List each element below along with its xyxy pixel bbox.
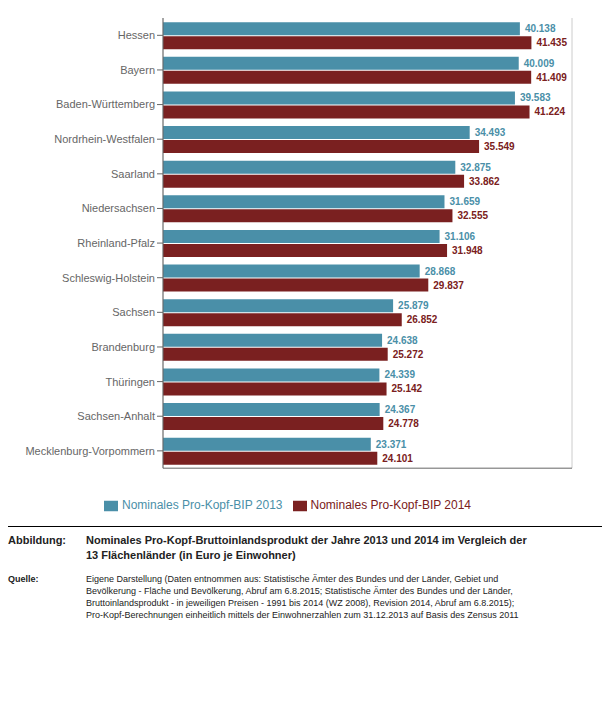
svg-text:23.371: 23.371 (376, 439, 407, 450)
svg-text:24.638: 24.638 (387, 335, 418, 346)
svg-text:35.549: 35.549 (484, 141, 515, 152)
svg-text:41.224: 41.224 (535, 106, 566, 117)
svg-text:Brandenburg: Brandenburg (91, 341, 155, 353)
svg-text:31.948: 31.948 (452, 245, 483, 256)
svg-text:Saarland: Saarland (111, 168, 155, 180)
html-text:Nominales Pro-Kopf-BIP 2014: Nominales Pro-Kopf-BIP 2014 (310, 498, 471, 513)
svg-text:24.101: 24.101 (382, 453, 413, 464)
svg-text:Thüringen: Thüringen (105, 376, 155, 388)
svg-text:25.272: 25.272 (393, 349, 424, 360)
svg-text:Sachsen-Anhalt: Sachsen-Anhalt (77, 410, 155, 422)
svg-text:28.868: 28.868 (425, 266, 456, 277)
svg-text:26.852: 26.852 (407, 314, 438, 325)
svg-text:29.837: 29.837 (433, 280, 464, 291)
svg-text:32.555: 32.555 (457, 210, 488, 221)
svg-text:Sachsen: Sachsen (112, 306, 155, 318)
html-text:Abbildung:: Abbildung: (8, 534, 66, 546)
svg-text:34.493: 34.493 (475, 127, 506, 138)
svg-text:41.409: 41.409 (536, 72, 567, 83)
svg-text:24.778: 24.778 (388, 418, 419, 429)
svg-text:Schleswig-Holstein: Schleswig-Holstein (62, 272, 155, 284)
svg-text:Hessen: Hessen (118, 29, 155, 41)
svg-text:39.583: 39.583 (520, 92, 551, 103)
html-text:Quelle:: Quelle: (8, 573, 39, 584)
svg-text:32.875: 32.875 (460, 162, 491, 173)
svg-text:Baden-Württemberg: Baden-Württemberg (56, 98, 155, 110)
html-text:Eigene Darstellung (Daten entn: Eigene Darstellung (Daten entnommen aus:… (86, 573, 519, 621)
svg-text:24.367: 24.367 (385, 404, 416, 415)
html-text:Nominales Pro-Kopf-Bruttoinlan: Nominales Pro-Kopf-Bruttoinlandsprodukt … (86, 534, 527, 561)
svg-text:40.009: 40.009 (524, 58, 555, 69)
svg-text:24.339: 24.339 (384, 369, 415, 380)
svg-text:Nordrhein-Westfalen: Nordrhein-Westfalen (54, 133, 155, 145)
svg-text:33.862: 33.862 (469, 176, 500, 187)
svg-text:Mecklenburg-Vorpommern: Mecklenburg-Vorpommern (25, 445, 155, 457)
html-text:Nominales Pro-Kopf-BIP 2013: Nominales Pro-Kopf-BIP 2013 (122, 498, 283, 513)
svg-text:31.659: 31.659 (449, 196, 480, 207)
svg-text:31.106: 31.106 (445, 231, 476, 242)
svg-text:25.142: 25.142 (392, 383, 423, 394)
svg-text:Rheinland-Pfalz: Rheinland-Pfalz (77, 237, 155, 249)
svg-text:Bayern: Bayern (120, 64, 155, 76)
svg-text:25.879: 25.879 (398, 300, 429, 311)
svg-text:Niedersachsen: Niedersachsen (82, 202, 155, 214)
svg-text:41.435: 41.435 (536, 37, 567, 48)
svg-text:40.138: 40.138 (525, 23, 556, 34)
